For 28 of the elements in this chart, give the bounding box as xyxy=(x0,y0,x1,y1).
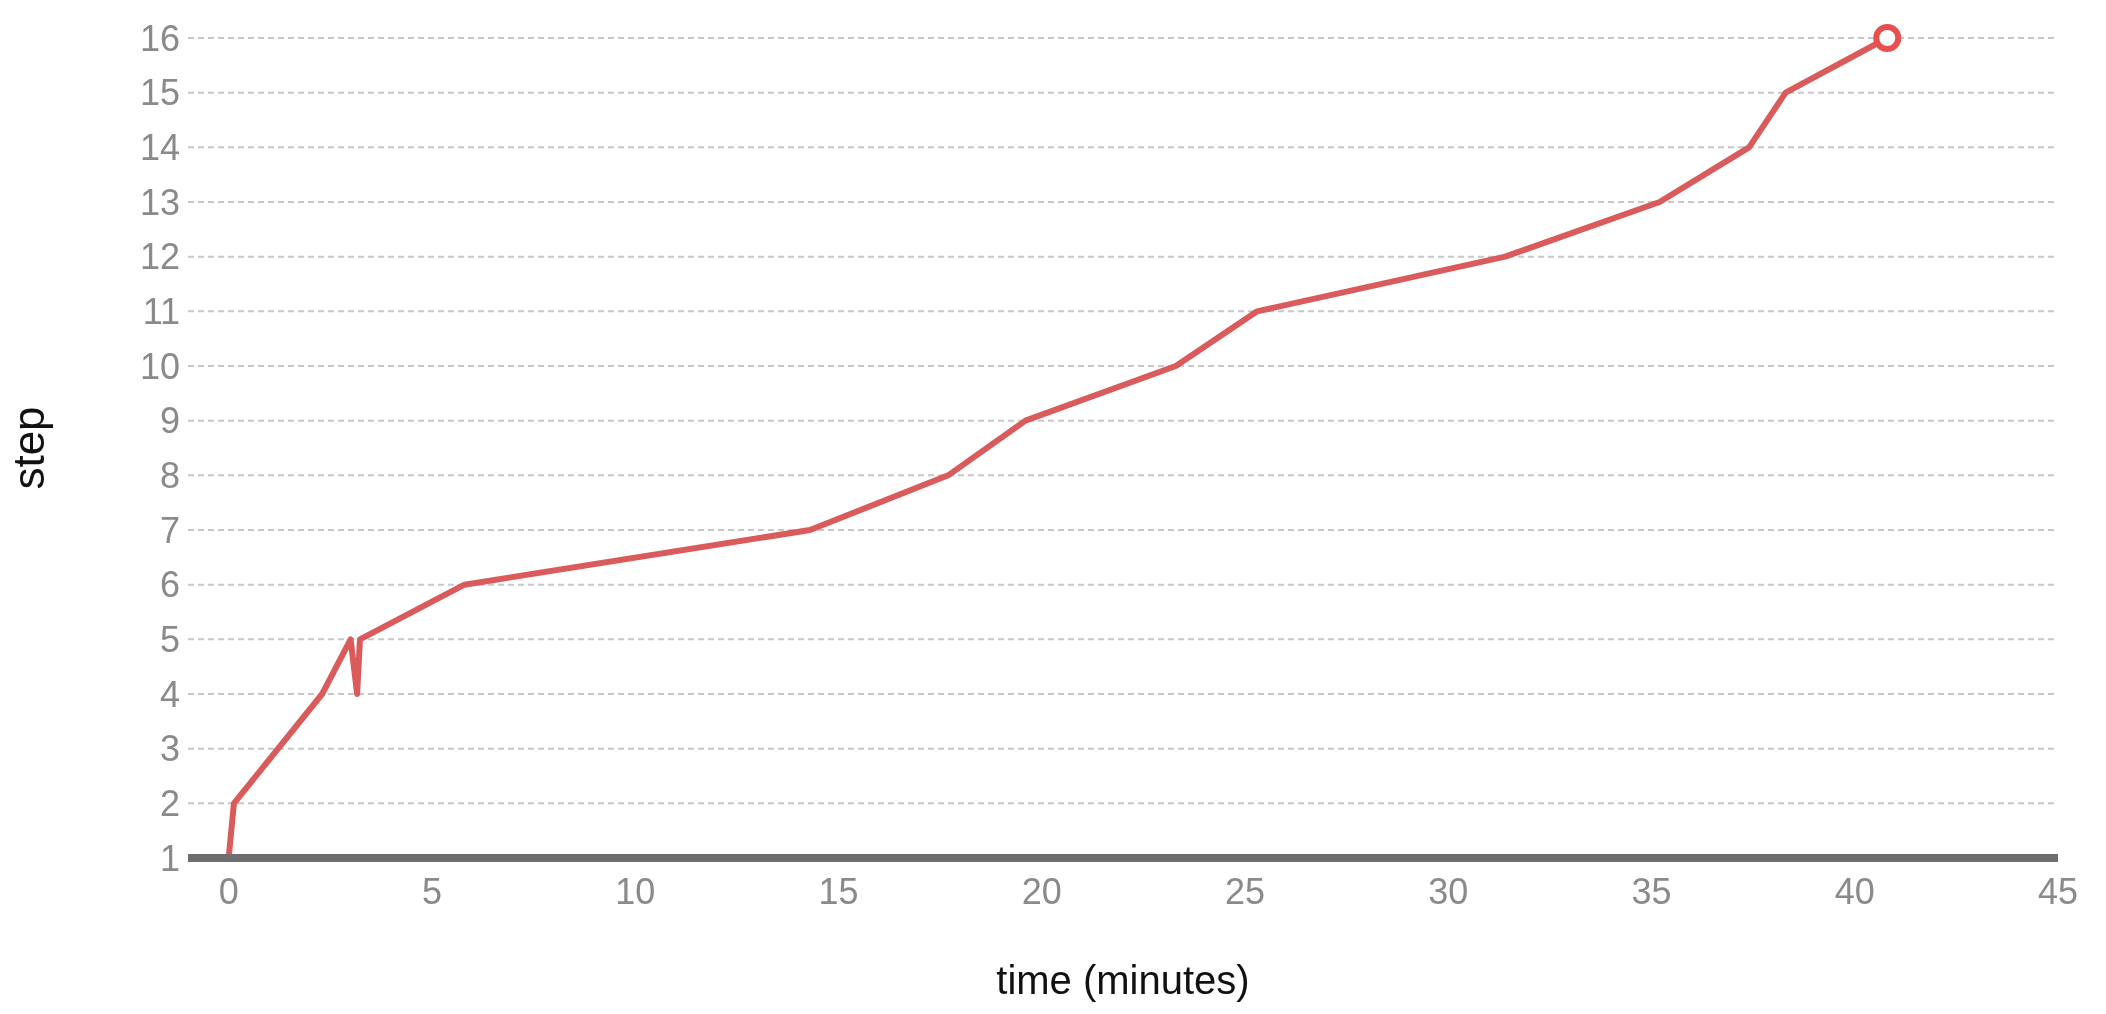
y-tick-label: 12 xyxy=(139,236,180,278)
x-tick-label: 20 xyxy=(1021,870,1062,912)
y-tick-label: 13 xyxy=(139,181,180,223)
y-tick-label: 1 xyxy=(159,837,180,879)
y-tick-label: 14 xyxy=(139,127,180,169)
y-tick-label: 4 xyxy=(159,673,180,715)
y-tick-label: 11 xyxy=(142,291,180,333)
x-tick-label: 25 xyxy=(1224,870,1265,912)
x-tick-label: 30 xyxy=(1428,870,1469,912)
y-tick-label: 16 xyxy=(139,17,180,59)
y-tick-label: 6 xyxy=(159,564,180,606)
x-axis-title: time (minutes) xyxy=(996,958,1250,1002)
y-tick-label: 7 xyxy=(159,509,180,551)
y-tick-label: 9 xyxy=(159,400,180,442)
x-tick-label: 15 xyxy=(818,870,859,912)
x-tick-label: 10 xyxy=(615,870,656,912)
y-tick-label: 3 xyxy=(159,728,180,770)
y-tick-label: 8 xyxy=(159,455,180,497)
x-tick-label: 0 xyxy=(218,870,239,912)
x-tick-label: 45 xyxy=(2037,870,2079,912)
y-tick-label: 5 xyxy=(159,619,180,661)
y-tick-label: 15 xyxy=(139,72,180,114)
y-axis-title: step xyxy=(3,406,53,490)
x-tick-label: 40 xyxy=(1834,870,1875,912)
y-tick-label: 2 xyxy=(159,783,180,825)
x-tick-label: 35 xyxy=(1631,870,1672,912)
y-tick-label: 10 xyxy=(139,345,180,387)
x-tick-label: 5 xyxy=(421,870,442,912)
